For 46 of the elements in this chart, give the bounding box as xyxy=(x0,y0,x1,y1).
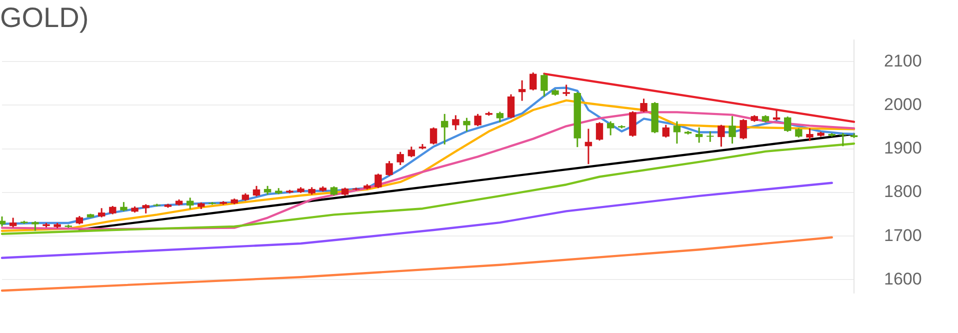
candlestick xyxy=(0,216,6,228)
y-tick-label: 1600 xyxy=(884,269,922,288)
candlestick xyxy=(463,117,470,132)
candlestick xyxy=(606,120,614,136)
candlestick xyxy=(518,80,526,102)
candlestick xyxy=(430,126,438,146)
candlestick xyxy=(32,220,39,232)
candlestick xyxy=(396,151,404,166)
candlestick xyxy=(374,172,382,189)
candlestick xyxy=(120,201,128,212)
y-tick-label: 2100 xyxy=(884,51,922,70)
candlestick xyxy=(441,113,448,146)
candlestick xyxy=(530,72,537,92)
candlestick xyxy=(98,207,106,218)
y-tick-label: 1800 xyxy=(884,182,922,202)
candlestick xyxy=(596,121,604,142)
y-tick-label: 2000 xyxy=(884,94,922,114)
candlestick xyxy=(718,124,725,148)
candlestick xyxy=(629,110,636,138)
candlestick xyxy=(839,132,847,147)
candlestick xyxy=(408,146,415,158)
candlestick xyxy=(474,113,482,127)
candlestick xyxy=(784,116,792,133)
candlestick xyxy=(695,126,703,144)
candlestick xyxy=(706,130,714,143)
candlestick xyxy=(186,196,194,210)
candlestick xyxy=(740,118,747,140)
candlestick xyxy=(452,114,460,131)
candlestick xyxy=(330,186,338,196)
chart-title: GOLD) xyxy=(0,2,89,34)
y-tick-label: 1900 xyxy=(884,138,922,158)
candlestick xyxy=(795,128,802,138)
candlestick xyxy=(496,111,504,123)
candlestick xyxy=(562,84,570,97)
candlestick xyxy=(540,73,548,98)
candlestick xyxy=(728,115,736,144)
candlestick xyxy=(386,160,393,177)
candlestick xyxy=(507,94,515,120)
candlestick xyxy=(252,185,260,198)
candlestick xyxy=(673,120,681,144)
candlestick xyxy=(9,217,17,228)
candlestick xyxy=(806,128,814,142)
candlestick xyxy=(640,98,648,113)
candlestick xyxy=(142,203,150,214)
y-tick-label: 1700 xyxy=(884,226,922,245)
candlestick xyxy=(662,124,670,138)
